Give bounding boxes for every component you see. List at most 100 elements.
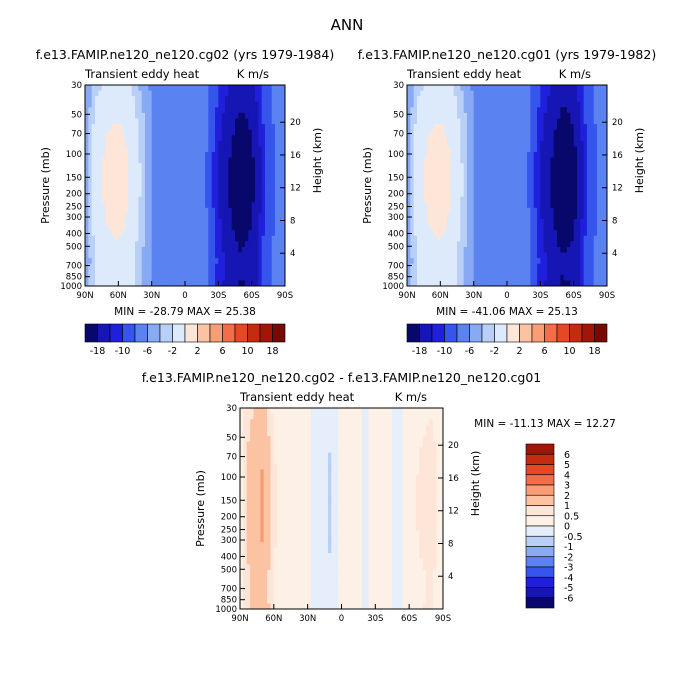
field-cell <box>145 280 149 287</box>
field-cell <box>275 269 279 276</box>
field-cell <box>231 96 236 103</box>
field-cell <box>547 241 551 248</box>
field-cell <box>191 274 196 281</box>
field-cell <box>181 207 186 214</box>
field-cell <box>138 129 143 136</box>
field-cell <box>497 140 501 147</box>
field-cell <box>191 269 196 276</box>
field-cell <box>307 419 312 426</box>
field-cell <box>473 213 478 220</box>
field-cell <box>250 441 254 448</box>
field-cell <box>208 219 213 225</box>
field-cell <box>493 107 498 114</box>
field-cell <box>118 263 123 270</box>
field-cell <box>523 101 528 108</box>
field-cell <box>497 96 501 103</box>
field-cell <box>507 235 511 242</box>
field-cell <box>148 213 153 220</box>
field-cell <box>407 96 411 103</box>
field-cell <box>275 157 279 164</box>
field-cell <box>278 90 283 97</box>
field-cell <box>427 224 431 231</box>
field-cell <box>98 85 103 91</box>
field-cell <box>437 213 441 220</box>
field-cell <box>402 447 407 454</box>
field-cell <box>221 107 226 114</box>
field-cell <box>420 90 425 97</box>
field-cell <box>175 191 179 198</box>
field-cell <box>540 202 545 209</box>
field-cell <box>587 163 591 170</box>
field-cell <box>161 196 166 203</box>
field-cell <box>281 146 286 153</box>
field-cell <box>221 118 226 125</box>
field-cell <box>473 129 478 136</box>
field-cell <box>95 269 99 276</box>
field-cell <box>141 146 146 153</box>
field-cell <box>148 263 153 270</box>
field-cell <box>432 408 437 414</box>
field-cell <box>427 174 431 181</box>
field-cell <box>85 107 89 114</box>
field-cell <box>420 252 425 259</box>
field-cell <box>161 101 166 108</box>
field-cell <box>473 280 478 287</box>
field-cell <box>238 224 243 231</box>
field-cell <box>583 124 588 131</box>
field-cell <box>248 135 253 142</box>
field-cell <box>440 168 445 175</box>
field-cell <box>530 258 535 265</box>
field-cell <box>573 252 578 259</box>
field-cell <box>188 179 193 186</box>
field-cell <box>268 246 273 253</box>
field-cell <box>246 452 251 459</box>
field-cell <box>590 202 595 209</box>
field-cell <box>358 430 363 437</box>
field-cell <box>597 135 601 142</box>
field-cell <box>527 163 531 170</box>
field-cell <box>460 263 465 270</box>
field-cell <box>430 219 435 225</box>
field-cell <box>275 174 279 181</box>
field-cell <box>537 213 541 220</box>
field-cell <box>417 235 421 242</box>
field-cell <box>188 280 193 287</box>
field-cell <box>540 124 545 131</box>
field-cell <box>358 424 363 431</box>
field-cell <box>417 263 421 270</box>
colorbar-label: 10 <box>563 346 575 357</box>
field-cell <box>251 274 256 281</box>
field-cell <box>530 112 535 119</box>
field-cell <box>453 135 458 142</box>
field-cell <box>402 419 407 426</box>
colorbar-label: 18 <box>588 346 600 357</box>
field-cell <box>95 280 99 287</box>
colorbar-swatch <box>209 323 223 343</box>
field-cell <box>463 152 468 158</box>
field-cell <box>503 124 508 131</box>
field-cell <box>603 241 608 248</box>
field-cell <box>178 90 183 97</box>
field-cell <box>161 129 166 136</box>
field-cell <box>517 263 521 270</box>
colorbar-swatch <box>444 323 458 343</box>
field-cell <box>423 241 428 248</box>
field-cell <box>228 101 233 108</box>
field-cell <box>88 196 93 203</box>
field-cell <box>580 118 585 125</box>
field-cell <box>537 174 541 181</box>
field-cell <box>407 129 411 136</box>
field-cell <box>105 124 109 131</box>
field-cell <box>443 274 448 281</box>
field-cell <box>413 135 418 142</box>
field-cell <box>205 196 209 203</box>
field-cell <box>560 246 565 253</box>
field-cell <box>507 202 511 209</box>
field-cell <box>281 274 286 281</box>
field-cell <box>597 101 601 108</box>
field-cell <box>161 241 166 248</box>
field-cell <box>188 174 193 181</box>
field-cell <box>307 435 312 442</box>
field-cell <box>600 213 605 220</box>
field-cell <box>443 101 448 108</box>
